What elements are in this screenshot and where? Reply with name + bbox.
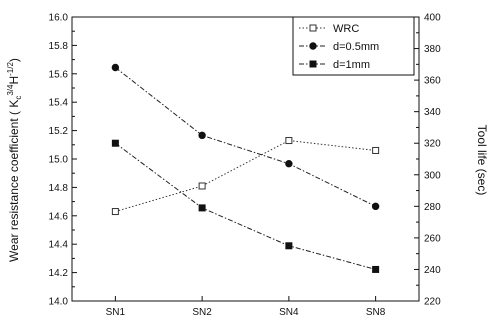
y-right-tick-label: 340	[424, 107, 441, 118]
y-axis-left-title-end: )	[7, 58, 21, 62]
y-left-tick-label: 15.8	[49, 41, 69, 52]
y-right-tick-label: 300	[424, 170, 441, 181]
y-left-tick-label: 16.0	[49, 13, 69, 24]
series-d-1mm	[111, 139, 380, 273]
data-point-wrc	[198, 182, 206, 190]
data-point-d-1mm	[285, 242, 293, 250]
y-right-tick-label: 260	[424, 233, 441, 244]
y-left-tick-label: 15.4	[49, 98, 69, 109]
data-point-d-1mm	[111, 139, 119, 147]
y-left-tick-label: 14.6	[49, 211, 69, 222]
data-point-d-0-5mm	[371, 202, 380, 211]
y-left-tick-label: 14.4	[49, 240, 69, 251]
legend-marker-wrc	[309, 24, 317, 32]
legend-label-wrc: WRC	[333, 23, 359, 35]
y-axis-left-title: Wear resistance coefficient ( Kc3/4H-1/2…	[6, 58, 23, 262]
y-axis-left-title-sup2: -1/2	[6, 62, 15, 76]
series-line-d-0-5mm	[115, 67, 376, 207]
axes-layer: 14.0 14.2 14.4 14.6 14.8 15.0 15.2 15.4 15.6 15.8…	[49, 13, 442, 319]
y-right-tick-label: 220	[424, 297, 441, 308]
y-axis-left-title-sup1: 3/4	[6, 84, 15, 96]
y-right-tick-label: 400	[424, 13, 441, 24]
y-left-tick-label: 15.2	[49, 126, 69, 137]
data-point-d-1mm	[372, 265, 380, 273]
y-right-tick-label: 240	[424, 265, 441, 276]
series-layer	[111, 63, 380, 273]
data-point-wrc	[285, 137, 293, 145]
legend-label-d-1mm: d=1mm	[333, 59, 370, 71]
x-tick-label: SN2	[192, 307, 212, 318]
y-axis-left-title-main: Wear resistance coefficient ( K	[7, 100, 21, 262]
x-tick-label: SN4	[279, 307, 299, 318]
legend: WRC d=0.5mm d=1mm	[292, 16, 415, 76]
y-axis-left-title-sub: c	[14, 96, 23, 100]
y-right-tick-label: 380	[424, 44, 441, 55]
data-point-d-0-5mm	[198, 131, 206, 140]
series-line-wrc	[115, 140, 376, 213]
x-tick-label: SN8	[366, 307, 386, 318]
y-left-tick-label: 14.8	[49, 183, 69, 194]
data-point-wrc	[372, 146, 380, 154]
legend-marker-d-1mm	[309, 60, 317, 68]
y-axis-right-title: Tool life (sec)	[475, 125, 489, 196]
legend-label-d-0-5mm: d=0.5mm	[333, 41, 379, 53]
data-point-d-1mm	[198, 204, 206, 212]
y-left-tick-label: 15.6	[49, 69, 69, 80]
data-point-wrc	[111, 208, 119, 216]
x-tick-label: SN1	[106, 307, 126, 318]
series-line-d-1mm	[115, 142, 376, 270]
y-left-tick-label: 14.2	[49, 268, 69, 279]
y-right-tick-label: 280	[424, 202, 441, 213]
y-axis-left-title-mid: H	[7, 76, 21, 85]
data-point-d-0-5mm	[111, 63, 120, 72]
series-d-0-5mm	[111, 63, 380, 211]
legend-marker-d-0-5mm	[309, 42, 317, 50]
data-point-d-0-5mm	[285, 160, 293, 168]
y-left-tick-label: 14.0	[49, 297, 69, 308]
y-right-tick-label: 360	[424, 76, 441, 87]
y-left-tick-label: 15.0	[49, 155, 69, 166]
y-right-tick-label: 320	[424, 139, 441, 150]
series-wrc	[111, 137, 380, 216]
